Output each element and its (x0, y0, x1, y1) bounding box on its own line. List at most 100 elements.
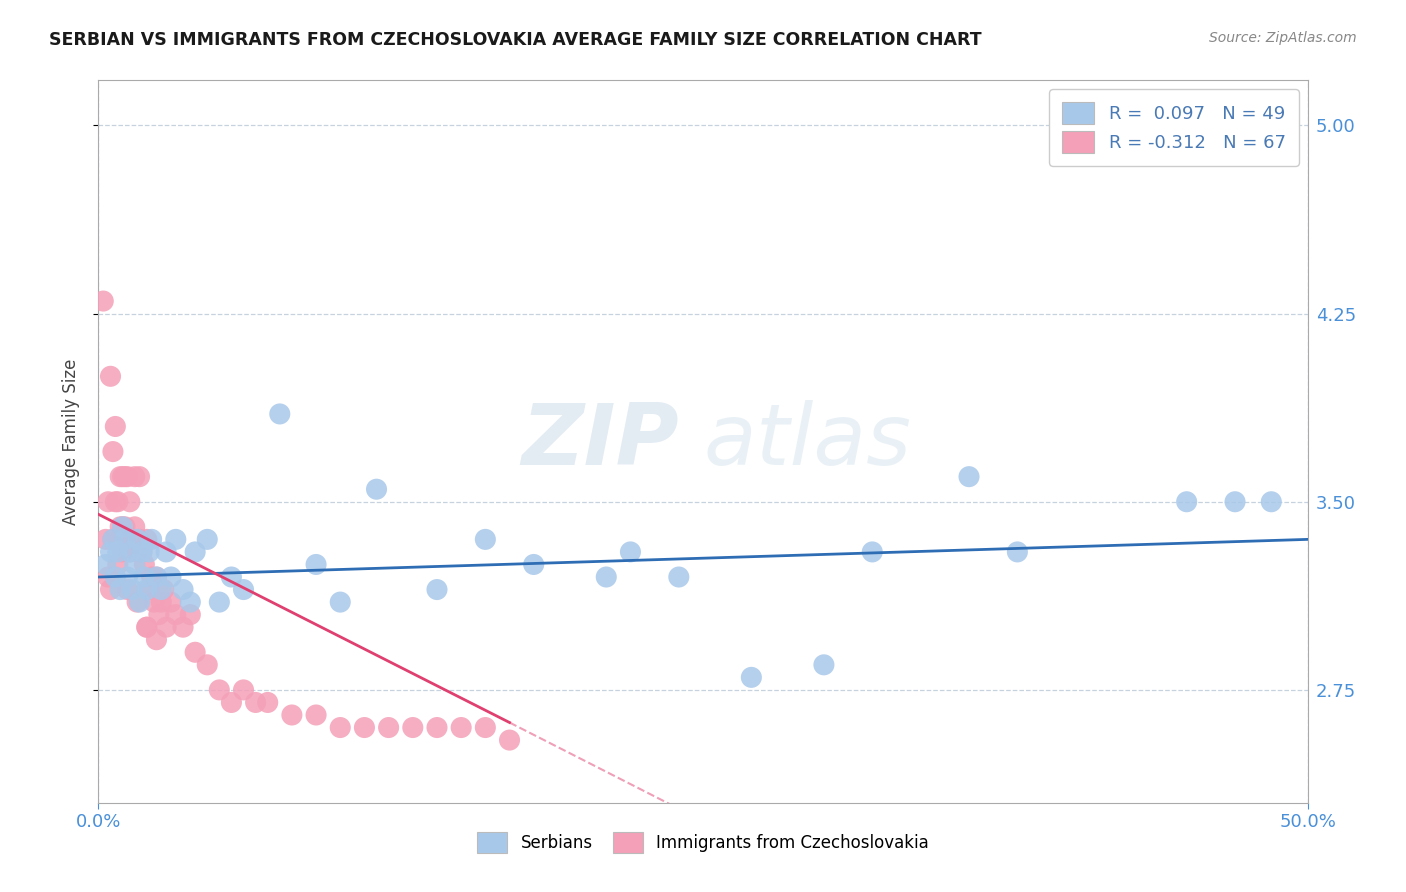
Point (150, 595, 173, 609)
Point (366, 482, 388, 496)
Point (813, 657, 835, 672)
Point (179, 607, 201, 622)
Point (148, 607, 170, 622)
Point (100, 545, 122, 559)
Point (232, 682, 254, 697)
Point (145, 570, 167, 584)
Point (221, 570, 243, 584)
Point (184, 645, 207, 659)
Point (101, 533, 124, 547)
Point (860, 545, 883, 559)
Point (117, 570, 139, 584)
Point (245, 696, 267, 710)
Point (426, 721, 449, 735)
Text: atlas: atlas (703, 400, 911, 483)
Point (165, 607, 187, 622)
Point (121, 533, 143, 547)
Point (108, 582, 131, 597)
Point (124, 520, 146, 534)
Point (118, 545, 141, 559)
Point (134, 570, 156, 584)
Point (107, 558, 129, 572)
Y-axis label: Average Family Size: Average Family Size (62, 359, 80, 524)
Point (619, 545, 641, 559)
Point (305, 708, 328, 723)
Point (127, 533, 149, 547)
Point (138, 582, 160, 597)
Point (450, 721, 472, 735)
Point (128, 533, 150, 547)
Point (740, 670, 762, 684)
Point (107, 494, 129, 508)
Point (172, 582, 194, 597)
Point (195, 533, 218, 547)
Point (377, 721, 399, 735)
Point (131, 545, 153, 559)
Point (498, 733, 520, 747)
Point (108, 520, 131, 534)
Point (107, 545, 129, 559)
Point (100, 369, 122, 384)
Point (221, 696, 243, 710)
Point (281, 708, 304, 723)
Point (135, 582, 157, 597)
Point (104, 419, 127, 434)
Point (131, 545, 153, 559)
Point (155, 545, 177, 559)
Point (329, 721, 352, 735)
Point (1260, 494, 1282, 508)
Point (160, 595, 183, 609)
Point (104, 570, 127, 584)
Point (135, 620, 157, 634)
Point (145, 632, 167, 647)
Legend: Serbians, Immigrants from Czechoslovakia: Serbians, Immigrants from Czechoslovakia (471, 826, 935, 860)
Text: ZIP: ZIP (522, 400, 679, 483)
Point (150, 582, 173, 597)
Point (124, 469, 146, 483)
Point (145, 570, 167, 584)
Point (128, 595, 150, 609)
Point (124, 558, 146, 572)
Point (91, 293, 114, 308)
Point (118, 545, 141, 559)
Point (111, 520, 134, 534)
Point (101, 444, 124, 458)
Point (121, 582, 143, 597)
Point (111, 469, 134, 483)
Point (165, 533, 187, 547)
Point (94, 558, 117, 572)
Point (208, 595, 231, 609)
Point (426, 582, 449, 597)
Point (353, 721, 375, 735)
Point (118, 494, 141, 508)
Point (208, 682, 231, 697)
Point (111, 520, 134, 534)
Point (329, 595, 352, 609)
Text: SERBIAN VS IMMIGRANTS FROM CZECHOSLOVAKIA AVERAGE FAMILY SIZE CORRELATION CHART: SERBIAN VS IMMIGRANTS FROM CZECHOSLOVAKI… (49, 31, 981, 49)
Point (141, 570, 163, 584)
Point (127, 545, 149, 559)
Point (114, 533, 136, 547)
Point (269, 407, 291, 421)
Point (134, 558, 156, 572)
Point (474, 533, 496, 547)
Point (97, 570, 120, 584)
Point (957, 469, 980, 483)
Point (160, 570, 183, 584)
Point (179, 595, 201, 609)
Point (305, 558, 328, 572)
Point (668, 570, 690, 584)
Point (135, 533, 157, 547)
Point (1007, 545, 1029, 559)
Point (117, 582, 139, 597)
Point (152, 582, 174, 597)
Point (94, 533, 117, 547)
Point (1223, 494, 1246, 508)
Point (128, 469, 150, 483)
Point (474, 721, 496, 735)
Point (97, 494, 120, 508)
Point (595, 570, 617, 584)
Point (402, 721, 425, 735)
Point (114, 469, 136, 483)
Point (184, 545, 207, 559)
